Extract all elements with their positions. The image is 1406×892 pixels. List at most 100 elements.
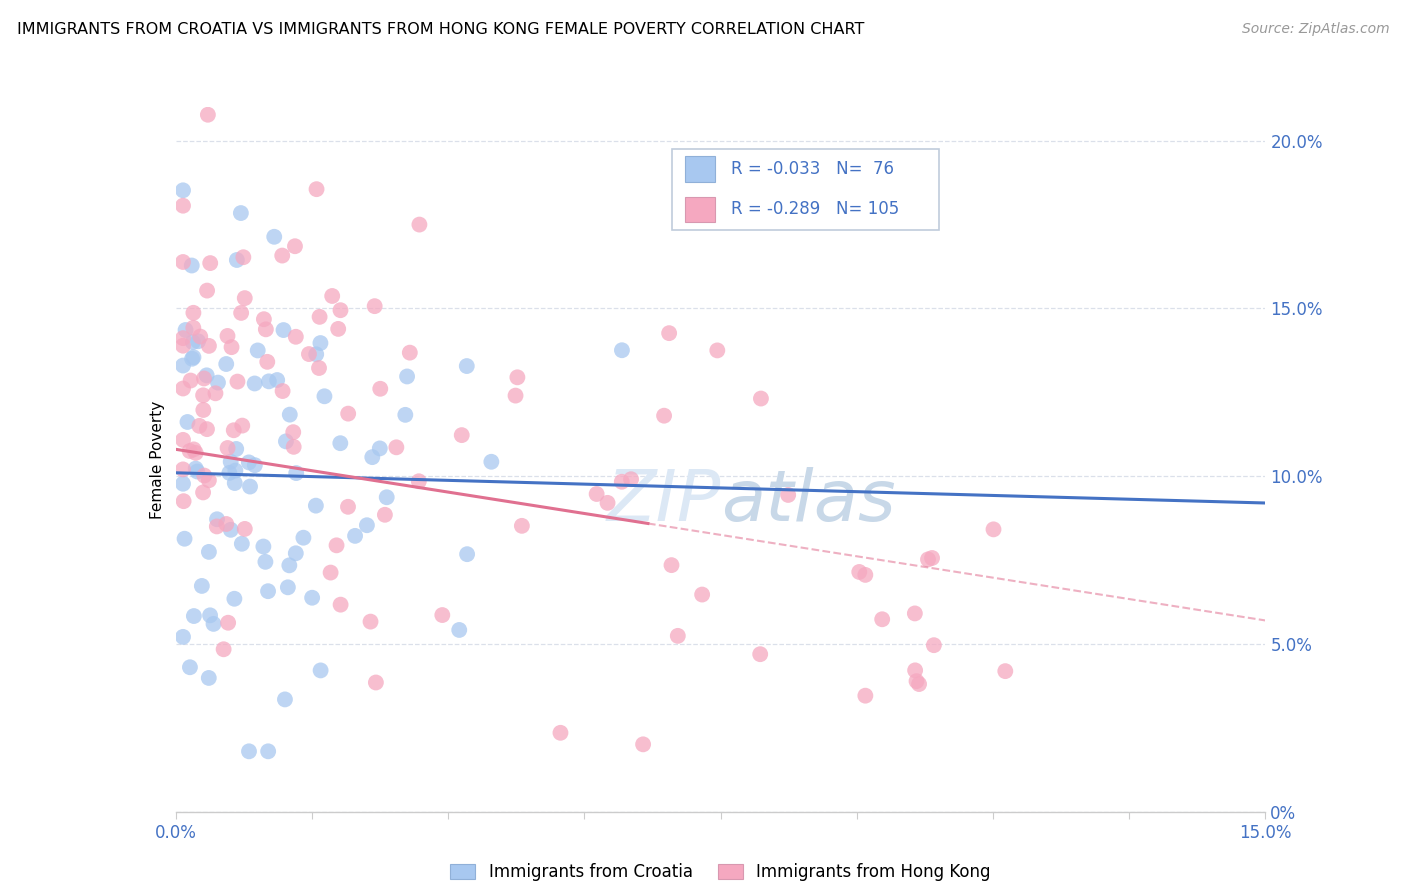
Point [172, 199, 194, 213]
Point [921, 551, 943, 566]
Point [217, 329, 239, 343]
Point [596, 496, 619, 510]
Point [329, 436, 352, 450]
Point [254, 322, 277, 336]
Point [183, 351, 205, 365]
Point [305, 182, 328, 196]
Point [217, 441, 239, 455]
Point [983, 522, 1005, 536]
Point [184, 446, 207, 460]
Point [180, 374, 202, 388]
Point [188, 329, 211, 343]
Point [610, 475, 633, 489]
Point [191, 485, 214, 500]
Point [225, 252, 247, 267]
Point [450, 428, 472, 442]
Point [238, 455, 260, 469]
Point [273, 323, 295, 337]
Point [329, 598, 352, 612]
Point [172, 255, 194, 269]
Point [652, 409, 675, 423]
Point [257, 584, 280, 599]
Point [198, 473, 221, 487]
Point [356, 518, 378, 533]
Point [292, 531, 315, 545]
Point [283, 425, 305, 439]
Point [284, 546, 307, 560]
Point [506, 370, 529, 384]
Point [309, 336, 332, 351]
Point [284, 330, 307, 344]
Point [183, 442, 205, 457]
Point [308, 310, 330, 324]
Point [183, 306, 205, 320]
Point [246, 343, 269, 358]
Point [274, 434, 297, 449]
Point [325, 538, 347, 552]
Point [256, 355, 278, 369]
Point [184, 461, 207, 475]
Point [271, 384, 294, 398]
Point [314, 389, 336, 403]
Point [408, 218, 430, 232]
Point [277, 580, 299, 594]
Legend: Immigrants from Croatia, Immigrants from Hong Kong: Immigrants from Croatia, Immigrants from… [450, 863, 991, 881]
Point [337, 500, 360, 514]
Point [197, 108, 219, 122]
Point [193, 468, 215, 483]
Point [456, 547, 478, 561]
Point [252, 540, 274, 554]
Point [172, 462, 194, 476]
Point [172, 331, 194, 345]
Point [278, 408, 301, 422]
Point [198, 545, 221, 559]
Point [706, 343, 728, 358]
Point [231, 306, 253, 320]
Point [172, 359, 194, 373]
Text: Source: ZipAtlas.com: Source: ZipAtlas.com [1241, 22, 1389, 37]
Point [479, 455, 502, 469]
Point [853, 689, 876, 703]
Point [908, 677, 931, 691]
Point [749, 647, 772, 661]
Point [172, 433, 194, 447]
Point [449, 623, 471, 637]
Point [181, 320, 204, 334]
Point [231, 418, 253, 433]
Point [263, 229, 285, 244]
Point [994, 664, 1017, 678]
Point [224, 476, 246, 491]
Point [193, 403, 215, 417]
Text: R = -0.033   N=  76: R = -0.033 N= 76 [731, 160, 894, 178]
Point [620, 472, 643, 486]
Point [848, 565, 870, 579]
Point [337, 407, 360, 421]
Point [176, 415, 198, 429]
Point [198, 671, 221, 685]
Point [172, 382, 194, 396]
Point [394, 408, 416, 422]
Point [195, 422, 218, 436]
Point [179, 660, 201, 674]
Point [690, 588, 713, 602]
Point [224, 464, 246, 478]
Point [218, 466, 240, 480]
Point [193, 371, 215, 385]
Point [233, 522, 256, 536]
Point [363, 299, 385, 313]
Point [550, 726, 572, 740]
Point [505, 388, 527, 402]
Point [368, 442, 391, 456]
Point [432, 608, 454, 623]
Point [374, 508, 396, 522]
FancyBboxPatch shape [685, 156, 716, 182]
Point [172, 339, 194, 353]
Point [195, 284, 218, 298]
Point [226, 375, 249, 389]
Point [396, 369, 419, 384]
Point [202, 616, 225, 631]
Point [321, 289, 343, 303]
Point [207, 376, 229, 390]
Point [233, 291, 256, 305]
Point [585, 487, 607, 501]
